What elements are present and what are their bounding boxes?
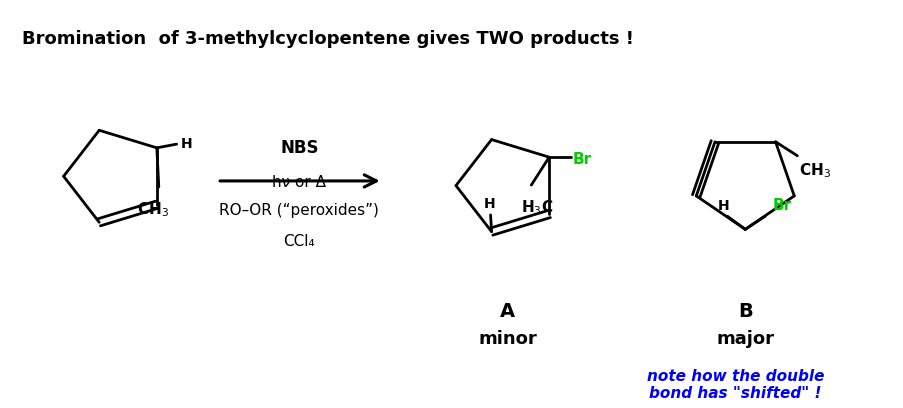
Text: H: H [717,199,729,213]
Text: Bromination  of 3-methylcyclopentene gives TWO products !: Bromination of 3-methylcyclopentene give… [22,30,633,48]
Text: hν or Δ: hν or Δ [272,175,326,190]
Text: H: H [181,137,192,151]
Text: CH$_3$: CH$_3$ [798,161,831,180]
Text: note how the double
bond has "shifted" !: note how the double bond has "shifted" ! [646,369,824,401]
Text: Br: Br [573,151,591,166]
Text: RO–OR (“peroxides”): RO–OR (“peroxides”) [219,203,379,218]
Text: minor: minor [478,330,536,348]
Text: NBS: NBS [280,140,319,157]
Text: CCl₄: CCl₄ [284,234,315,249]
Text: CH$_3$: CH$_3$ [137,200,169,219]
Text: Br: Br [772,197,791,213]
Text: H: H [483,197,495,211]
Text: A: A [499,302,515,321]
Text: major: major [715,330,773,348]
Text: H$_3$C: H$_3$C [521,198,554,217]
Text: B: B [737,302,752,321]
